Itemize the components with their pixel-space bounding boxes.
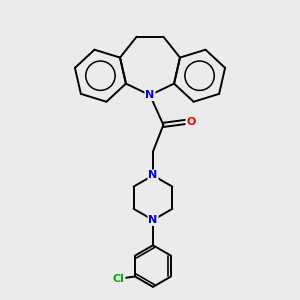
Text: N: N (148, 215, 158, 225)
Text: Cl: Cl (113, 274, 124, 284)
Text: N: N (146, 90, 154, 100)
Text: O: O (186, 117, 196, 127)
Text: N: N (148, 170, 158, 180)
